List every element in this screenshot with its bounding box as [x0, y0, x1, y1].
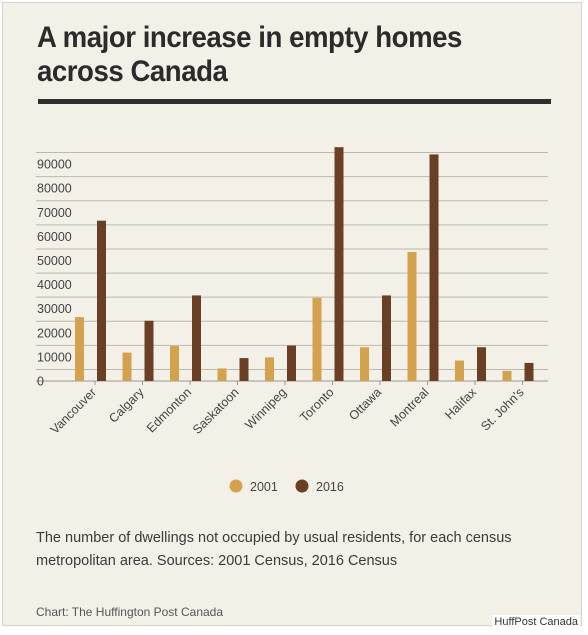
y-tick-label: 20000 — [37, 326, 72, 340]
x-tick-label: Saskatoon — [190, 385, 242, 437]
bar-2001 — [455, 360, 464, 381]
y-tick-label: 70000 — [37, 206, 72, 220]
y-tick-label: 0 — [37, 375, 44, 389]
bar-2016 — [382, 295, 391, 381]
x-tick-label: Toronto — [297, 385, 336, 424]
y-tick-label: 10000 — [37, 350, 72, 364]
bars — [75, 147, 534, 381]
y-tick-label: 40000 — [37, 278, 72, 292]
legend-marker-2016 — [295, 479, 309, 493]
bar-2001 — [122, 352, 132, 381]
x-tick-label: Ottawa — [346, 385, 384, 423]
bar-2001 — [407, 252, 417, 381]
y-tick-label: 90000 — [37, 158, 72, 172]
bar-2001 — [502, 370, 512, 381]
legend-label-2016: 2016 — [316, 480, 344, 494]
chart-credit: Chart: The Huffington Post Canada — [36, 605, 224, 619]
bar-2016 — [239, 358, 249, 381]
y-tick-label: 30000 — [37, 302, 72, 316]
x-tick-label: Halifax — [442, 385, 479, 422]
x-tick-label: Edmonton — [144, 385, 194, 435]
bar-2016 — [144, 320, 154, 381]
title-underline — [38, 99, 551, 104]
x-tick-label: Winnipeg — [242, 385, 289, 432]
x-tick-label: Montreal — [387, 385, 431, 429]
chart-caption: The number of dwellings not occupied by … — [36, 530, 512, 569]
bar-2016 — [429, 154, 439, 381]
legend: 2001 2016 — [229, 479, 344, 494]
bar-2001 — [170, 346, 179, 381]
y-tick-label: 80000 — [37, 182, 72, 196]
bar-2001 — [75, 317, 84, 381]
bar-2016 — [524, 362, 534, 381]
bar-2001 — [312, 297, 322, 381]
bar-2016 — [192, 295, 201, 381]
bar-2001 — [360, 347, 369, 381]
legend-label-2001: 2001 — [250, 480, 278, 494]
bar-2016 — [97, 220, 106, 381]
chart-title: A major increase in empty homes across C… — [37, 21, 462, 88]
bar-2016 — [477, 347, 486, 381]
legend-marker-2001 — [229, 479, 243, 493]
x-tick-label: Vancouver — [48, 385, 100, 437]
bar-2001 — [265, 357, 274, 381]
y-axis-ticks: 0 10000 20000 30000 40000 50000 60000 70000 8000… — [37, 158, 72, 389]
bar-2001 — [217, 368, 227, 381]
y-tick-label: 50000 — [37, 254, 72, 268]
x-tick-label: Calgary — [106, 385, 147, 426]
y-tick-label: 60000 — [37, 230, 72, 244]
bar-2016 — [287, 345, 296, 381]
x-tick-label: St. John's — [478, 385, 526, 433]
bar-2016 — [334, 147, 344, 381]
watermark: HuffPost Canada — [492, 615, 580, 629]
